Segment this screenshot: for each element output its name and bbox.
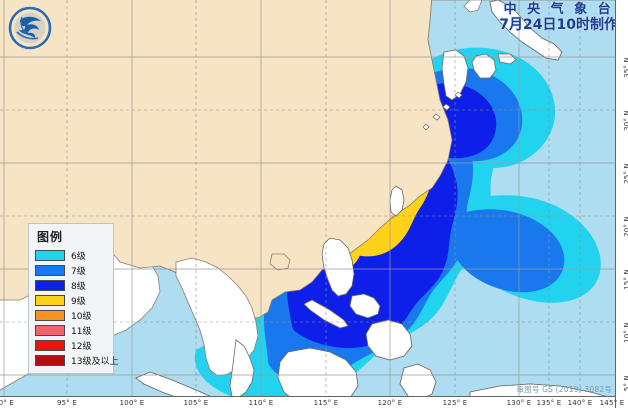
legend-swatch (35, 294, 65, 306)
latitude-tick-label: 15° N (623, 269, 628, 290)
longitude-tick-label: 90° E (0, 399, 15, 407)
longitude-tick-label: 145° E (599, 399, 625, 407)
legend-item-9级: 9级 (35, 293, 108, 307)
longitude-tick-label: 120° E (377, 399, 403, 407)
legend-item-8级: 8级 (35, 278, 108, 292)
legend-label: 10级 (71, 311, 92, 322)
legend-swatch (35, 354, 65, 366)
legend-title: 图例 (37, 230, 64, 244)
luzon-island-foreground (321, 237, 355, 297)
legend-panel: 图例 6级 7级 8级 9级 10级 11级 12级 13级及以上 (28, 223, 118, 374)
legend-item-13级及以上: 13级及以上 (35, 353, 118, 367)
japan-shikoku-foreground (497, 53, 517, 65)
legend-swatch (35, 249, 65, 261)
legend-label: 7级 (71, 266, 86, 277)
longitude-tick-label: 105° E (183, 399, 209, 407)
legend-label: 13级及以上 (71, 356, 119, 367)
latitude-tick-label: 35° N (623, 57, 628, 78)
hainan-island-foreground (269, 253, 291, 271)
japan-honshu-foreground (489, 0, 563, 61)
longitude-tick-label: 110° E (248, 399, 274, 407)
longitude-tick-label: 95° E (56, 399, 78, 407)
latitude-tick-label: 25° N (623, 163, 628, 184)
latitude-tick-label: 5° N (623, 375, 628, 392)
legend-item-10级: 10级 (35, 308, 108, 322)
latitude-axis-strip (615, 0, 628, 408)
longitude-tick-label: 115° E (313, 399, 339, 407)
legend-label: 11级 (71, 326, 92, 337)
map-title-block: 中 央 气 象 台 7月24日10时制作 (499, 2, 618, 33)
legend-row-list: 6级 7级 8级 9级 10级 11级 12级 13级及以上 (35, 248, 118, 367)
legend-label: 8级 (71, 281, 86, 292)
legend-item-12级: 12级 (35, 338, 108, 352)
production-timestamp: 7月24日10时制作 (499, 16, 618, 33)
agency-name: 中 央 气 象 台 (503, 2, 614, 17)
visayas-islands-foreground (349, 293, 381, 319)
legend-swatch (35, 324, 65, 336)
sulawesi-island-foreground (399, 363, 437, 401)
legend-label: 9级 (71, 296, 86, 307)
cma-dragon-logo (8, 6, 52, 50)
japan-kyushu-foreground (471, 53, 497, 79)
latitude-tick-label: 30° N (623, 110, 628, 131)
malay-peninsula-foreground (229, 339, 255, 399)
mindanao-island-foreground (365, 319, 413, 361)
legend-item-11级: 11级 (35, 323, 108, 337)
legend-item-6级: 6级 (35, 248, 108, 262)
longitude-tick-label: 100° E (119, 399, 145, 407)
map-approval-number: 审图号 GS (2019) 3082号 (516, 385, 612, 394)
latitude-tick-label: 20° N (623, 216, 628, 237)
longitude-tick-label: 140° E (567, 399, 593, 407)
legend-swatch (35, 339, 65, 351)
legend-item-7级: 7级 (35, 263, 108, 277)
longitude-tick-label: 130° E (506, 399, 532, 407)
latitude-tick-label: 10° N (623, 322, 628, 343)
longitude-tick-label: 125° E (442, 399, 468, 407)
longitude-tick-label: 135° E (536, 399, 562, 407)
northeast-coast (463, 0, 483, 13)
legend-swatch (35, 279, 65, 291)
wind-band-level-7-east-tail (450, 209, 565, 293)
longitude-axis-strip (0, 396, 628, 408)
legend-swatch (35, 264, 65, 276)
legend-label: 12级 (71, 341, 92, 352)
legend-label: 6级 (71, 251, 86, 262)
legend-swatch (35, 309, 65, 321)
